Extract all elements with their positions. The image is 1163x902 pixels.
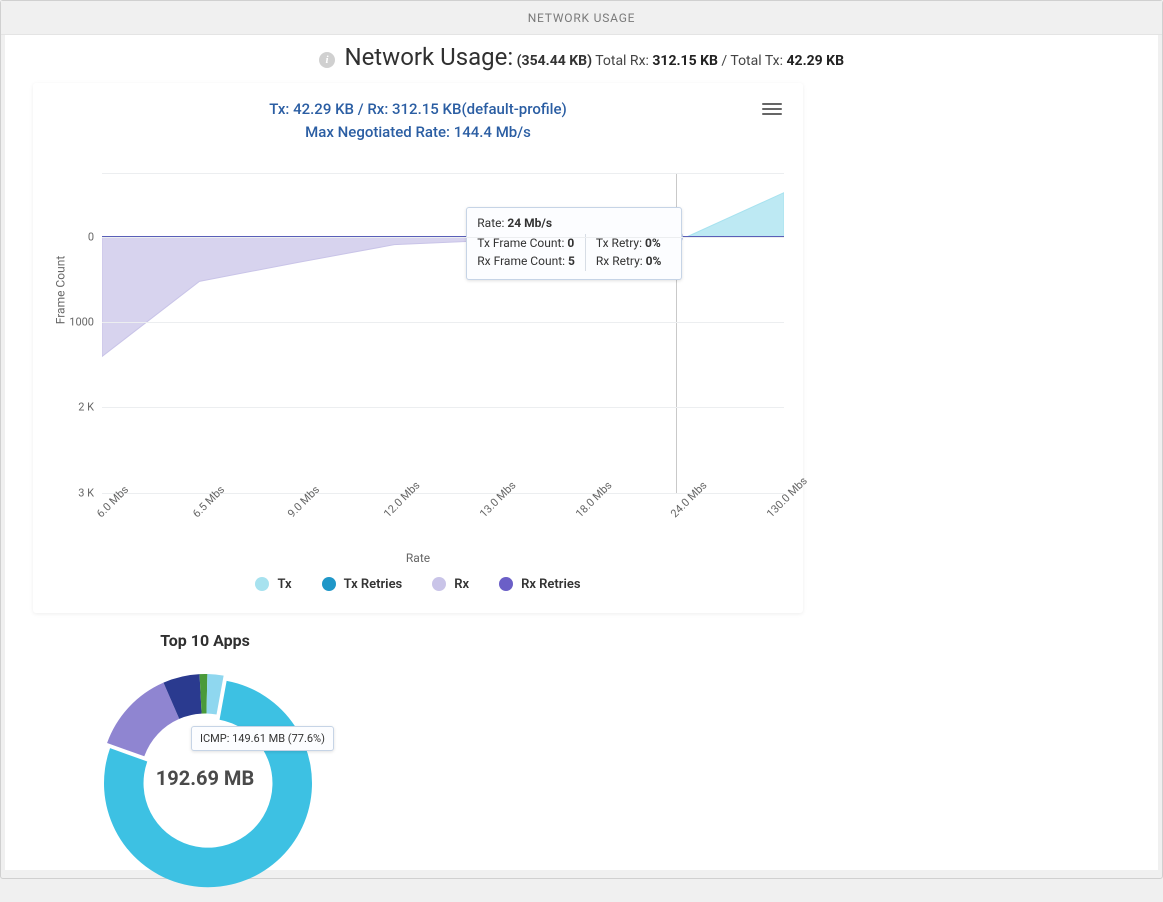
total-rx-label: Total Rx: [595,53,649,69]
total-tx-value: 42.29 KB [787,53,845,69]
info-icon[interactable]: i [319,52,335,68]
tooltip-grid: Tx Frame Count: 0Rx Frame Count: 5 Tx Re… [477,234,671,271]
chart-legend: Tx Tx Retries Rx Rx Retries [52,577,784,592]
donut-center-value: 192.69 MB [156,766,254,790]
legend-item[interactable]: Tx [255,577,291,592]
donut-tooltip: ICMP: 149.61 MB (77.6%) [191,726,334,751]
legend-swatch [322,577,336,591]
page-title: Network Usage: [344,43,513,71]
top-apps-section: Top 10 Apps 192.69 MB ICMP: 149.61 MB (7… [65,631,385,898]
legend-item[interactable]: Tx Retries [322,577,403,592]
x-axis: 6.0 Mbs6.5 Mbs9.0 Mbs12.0 Mbs13.0 Mbs18.… [102,493,784,537]
y-tick: 3 K [78,486,94,499]
donut-chart[interactable]: 192.69 MB ICMP: 149.61 MB (77.6%) [85,658,325,898]
panel-container: NETWORK USAGE i Network Usage: (354.44 K… [0,0,1163,879]
tooltip-col-left: Tx Frame Count: 0Rx Frame Count: 5 [477,234,586,271]
legend-swatch [432,577,446,591]
donut-slice[interactable] [206,674,223,715]
tooltip-rate-row: Rate: 24 Mb/s [477,216,671,230]
legend-label: Rx [454,577,469,592]
chart-title: Tx: 42.29 KB / Rx: 312.15 KB(default-pro… [52,98,784,145]
chart-title-line2: Max Negotiated Rate: 144.4 Mb/s [52,121,784,144]
legend-item[interactable]: Rx Retries [499,577,580,592]
donut-title: Top 10 Apps [85,631,325,650]
y-tick: 2 K [78,401,94,414]
rate-chart-card: Tx: 42.29 KB / Rx: 312.15 KB(default-pro… [33,83,803,613]
legend-item[interactable]: Rx [432,577,469,592]
y-axis: 010002 K3 K [52,173,102,493]
total-combined: (354.44 KB) [517,53,592,69]
tooltip-row: Rx Retry: 0% [596,252,662,271]
tooltip-col-right: Tx Retry: 0%Rx Retry: 0% [586,234,672,271]
legend-swatch [255,577,269,591]
y-tick: 1000 [69,315,94,328]
tooltip-row: Rx Frame Count: 5 [477,252,575,271]
legend-label: Tx [277,577,291,592]
band-text: NETWORK USAGE [528,11,636,25]
page-title-row: i Network Usage: (354.44 KB) Total Rx: 3… [5,43,1158,71]
tooltip-rate-label: Rate: [477,216,504,230]
chart-grid: Rate: 24 Mb/s Tx Frame Count: 0Rx Frame … [102,173,784,493]
chart-tooltip: Rate: 24 Mb/s Tx Frame Count: 0Rx Frame … [466,207,682,280]
section-band-label: NETWORK USAGE [1,1,1162,35]
chart-plot[interactable]: Frame Count 010002 K3 K Rate: 24 Mb/s Tx… [52,173,784,493]
legend-label: Rx Retries [521,577,580,592]
chart-title-line1: Tx: 42.29 KB / Rx: 312.15 KB(default-pro… [52,98,784,121]
y-tick: 0 [88,230,94,243]
legend-label: Tx Retries [344,577,403,592]
chart-menu-icon[interactable] [762,100,782,118]
total-tx-label: / Total Tx: [721,53,783,69]
legend-swatch [499,577,513,591]
total-rx-value: 312.15 KB [652,53,718,69]
page-body: i Network Usage: (354.44 KB) Total Rx: 3… [5,35,1158,870]
x-axis-label: Rate [406,551,430,565]
tooltip-rate-value: 24 Mb/s [507,216,552,230]
